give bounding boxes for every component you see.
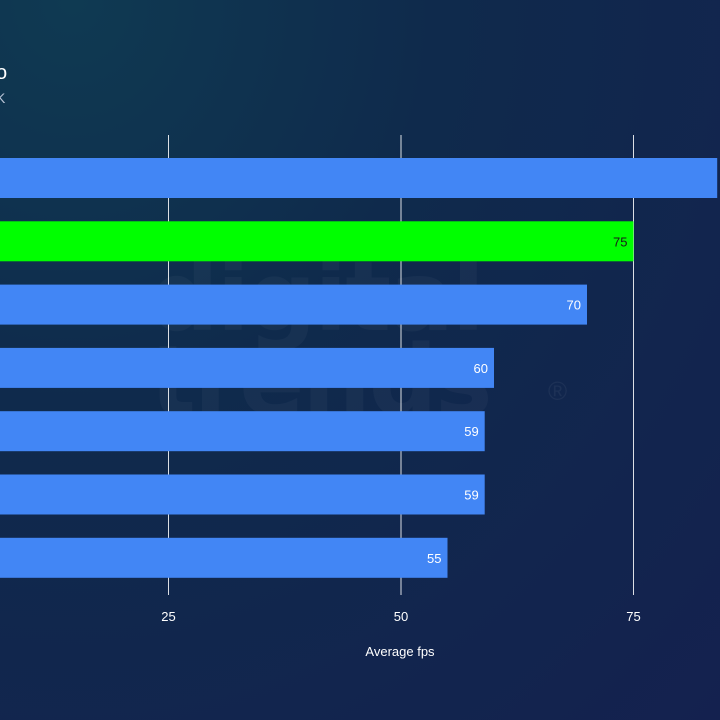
watermark-registered-mark: ® xyxy=(548,376,568,406)
bar-value-label: 55 xyxy=(427,551,441,566)
bar xyxy=(0,221,634,262)
bar xyxy=(0,411,485,452)
bar xyxy=(0,158,718,198)
bar-value-label: 60 xyxy=(474,361,488,376)
bar xyxy=(0,474,485,515)
x-tick-label: 75 xyxy=(626,609,640,624)
chart-subtitle: K xyxy=(0,90,6,106)
bar xyxy=(0,284,587,325)
bar xyxy=(0,537,448,578)
bar-value-label: 75 xyxy=(613,234,627,249)
bar xyxy=(0,347,494,388)
x-tick-label: 50 xyxy=(394,609,408,624)
x-tick-label: 25 xyxy=(161,609,175,624)
bar-value-label: 70 xyxy=(567,298,581,313)
x-axis-label: Average fps xyxy=(365,644,435,659)
bar-value-label: 59 xyxy=(464,424,478,439)
chart-title: o xyxy=(0,62,8,84)
bar-value-label: 59 xyxy=(464,488,478,503)
